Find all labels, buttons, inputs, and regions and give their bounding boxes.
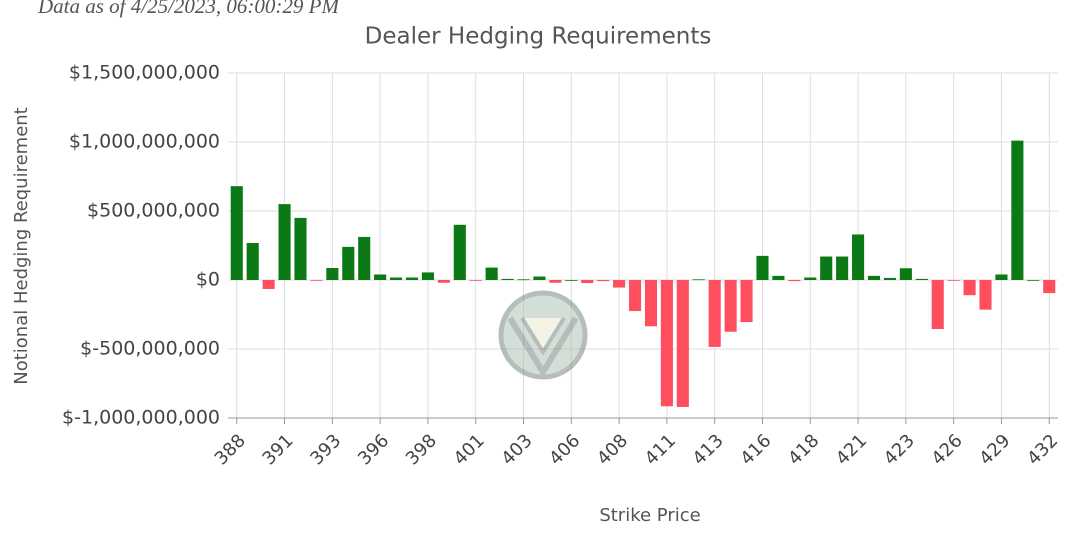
bar [613,280,626,288]
bar [262,280,275,289]
bar [676,280,689,407]
x-tick-label: 421 [832,430,871,469]
bar [517,279,530,281]
bar [390,277,403,280]
x-tick-label: 391 [258,430,297,469]
y-tick-label: $1,000,000,000 [69,131,220,153]
bar [660,280,673,407]
x-tick-label: 388 [211,430,250,469]
x-tick-label: 401 [450,430,489,469]
bar [342,246,355,280]
x-tick-label: 403 [497,430,536,469]
x-tick-label: 423 [880,430,919,469]
bar [788,280,801,282]
x-tick-label: 406 [545,430,584,469]
bar [278,204,291,280]
x-tick-label: 398 [402,430,441,469]
bar [533,276,546,280]
bar [740,280,753,323]
bar [246,243,259,280]
bar [628,280,642,312]
chart-title: Dealer Hedging Requirements [365,24,712,50]
x-tick-label: 411 [641,430,680,469]
bar [1027,280,1040,281]
bar [358,236,371,280]
bar [963,280,976,296]
bar [294,217,307,280]
watermark [498,290,588,380]
y-tick-label: $-1,000,000,000 [62,407,220,429]
bar [947,280,960,281]
y-tick-label: $0 [196,269,220,291]
bar [326,267,339,280]
x-tick-label: 426 [928,430,967,469]
bar [405,277,419,280]
bar [644,280,658,327]
y-tick-label: $1,500,000,000 [69,62,220,84]
bar [804,277,817,280]
y-tick-label: $500,000,000 [87,200,220,222]
bar [421,272,434,280]
bar [820,256,833,280]
x-tick-label: 396 [354,430,393,469]
chart-subtitle: Data as of 4/25/2023, 06:00:29 PM [37,0,340,18]
x-tick-label: 429 [975,430,1014,469]
bar [852,234,865,280]
x-tick-label: 408 [593,430,632,469]
x-tick-label: 393 [306,430,345,469]
bar [724,280,737,332]
x-tick-label: 418 [784,430,823,469]
x-tick-label: 413 [689,430,728,469]
bar [692,279,705,281]
bar [772,275,785,280]
bar [883,277,896,280]
x-tick-label: 416 [736,430,775,469]
bar [437,280,450,283]
y-tick-label: $-500,000,000 [80,338,220,360]
y-axis-label: Notional Hedging Requirement [11,107,32,385]
bar [756,255,769,280]
bar [469,280,482,281]
bar [708,280,721,347]
bar [867,275,881,280]
x-axis-label: Strike Price [599,505,700,526]
bar [836,256,849,280]
bar [230,186,243,280]
bar [549,280,562,283]
bar [485,267,498,280]
bar [597,280,610,282]
bar [931,280,944,329]
bar [310,280,323,281]
bar [374,274,387,280]
bar [581,280,594,284]
bar [501,278,514,280]
bar [1043,280,1056,294]
bar [995,274,1008,280]
x-tick-label: 432 [1023,430,1062,469]
bar [979,280,992,310]
bar [1011,140,1024,280]
grid: $-1,000,000,000 $-500,000,000 $0 $500,000,0… [62,62,1062,470]
bar [565,280,578,281]
bar [899,268,912,280]
bars [230,140,1056,407]
bar [915,278,928,280]
bar [453,224,466,280]
